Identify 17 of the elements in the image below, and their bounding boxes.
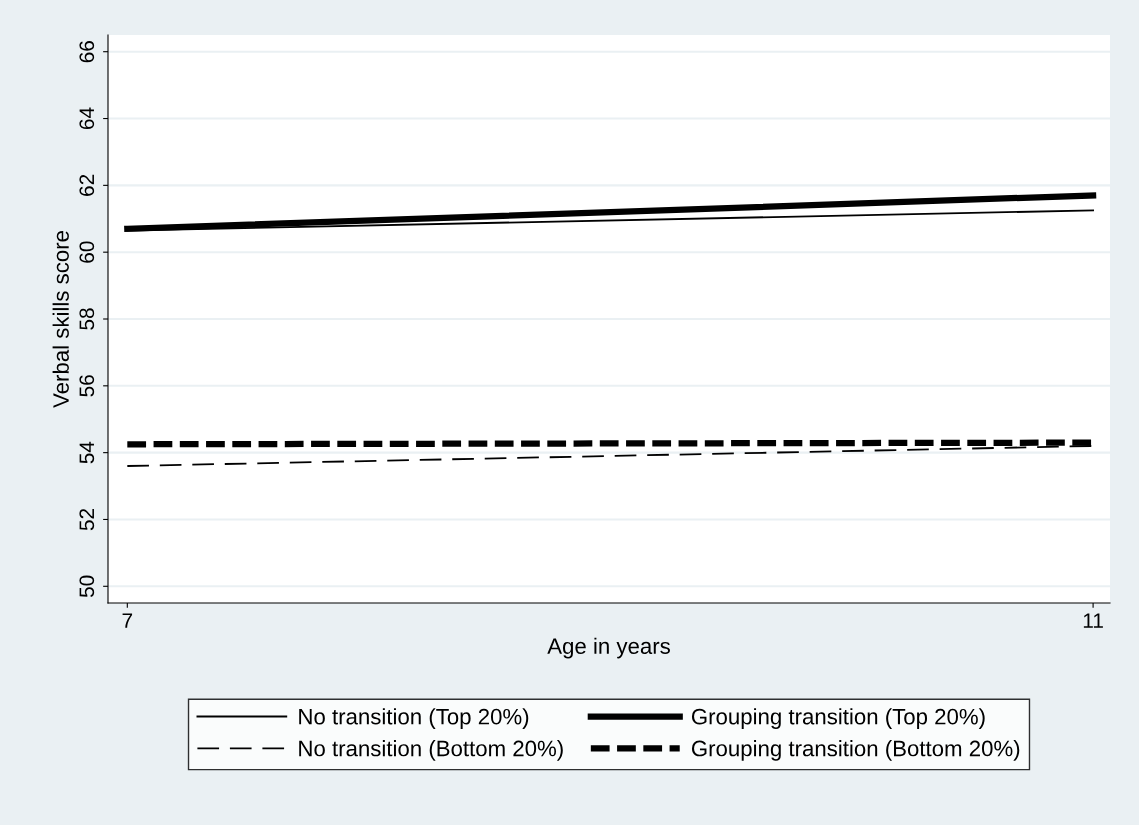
x-tick-label: 7 <box>122 613 133 628</box>
legend-label: Grouping transition (Bottom 20%) <box>691 740 1020 761</box>
x-tick-label: 11 <box>1083 613 1103 628</box>
y-tick-label: 58 <box>79 308 95 330</box>
y-tick-label: 54 <box>79 441 95 464</box>
y-tick-label: 52 <box>79 508 95 531</box>
legend-label: Grouping transition (Top 20%) <box>691 708 985 729</box>
legend-label: No transition (Bottom 20%) <box>299 740 563 761</box>
legend-label: No transition (Top 20%) <box>299 708 529 729</box>
y-tick-label: 64 <box>79 107 95 130</box>
y-axis-title: Verbal skills score <box>52 231 69 408</box>
x-axis-title: Age in years <box>547 637 670 659</box>
y-tick-label: 66 <box>79 41 95 63</box>
y-tick-label: 62 <box>79 174 95 196</box>
y-tick-label: 56 <box>79 375 95 397</box>
y-tick-label: 50 <box>79 575 95 598</box>
y-tick-label: 60 <box>79 241 95 263</box>
